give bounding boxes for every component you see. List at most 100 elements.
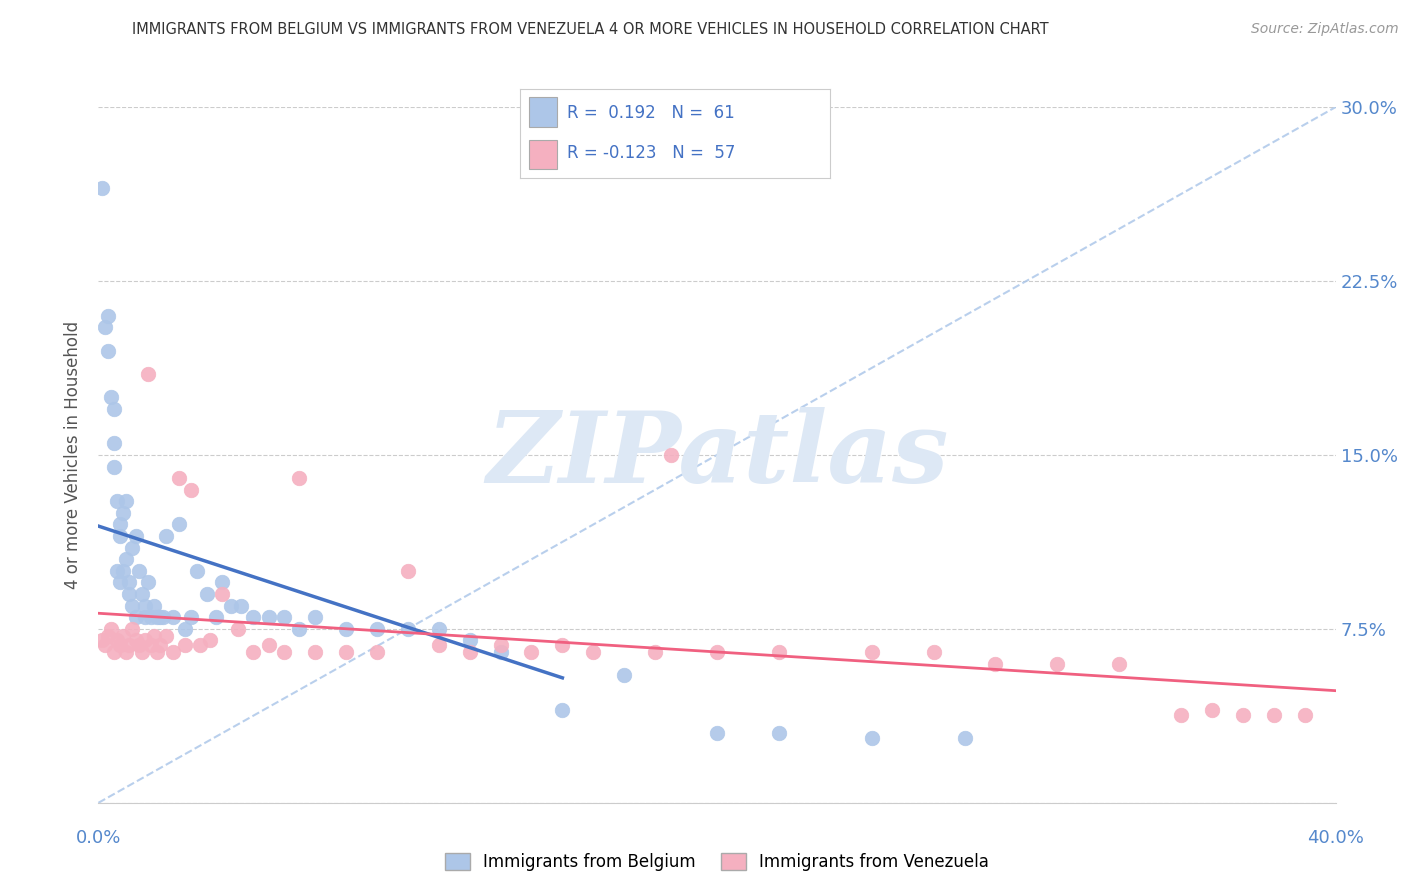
Legend: Immigrants from Belgium, Immigrants from Venezuela: Immigrants from Belgium, Immigrants from… [439, 847, 995, 878]
Point [134, 610, 156, 624]
Point [1170, 707, 1192, 722]
Point [288, 622, 311, 636]
Point [112, 629, 135, 643]
Point [860, 645, 883, 659]
Text: R = -0.123   N =  57: R = -0.123 N = 57 [567, 145, 735, 162]
Point [221, 599, 243, 613]
Point [103, 401, 125, 416]
Point [335, 645, 357, 659]
Point [1294, 707, 1316, 722]
FancyBboxPatch shape [530, 97, 557, 127]
Point [174, 638, 197, 652]
Point [97, 309, 120, 323]
Point [93, 320, 115, 334]
Point [953, 731, 976, 745]
Point [427, 622, 450, 636]
Point [226, 622, 249, 636]
Point [613, 668, 636, 682]
Point [115, 645, 138, 659]
Point [118, 638, 141, 652]
Point [198, 633, 221, 648]
Point [582, 645, 605, 659]
Y-axis label: 4 or more Vehicles in Household: 4 or more Vehicles in Household [65, 321, 83, 589]
Point [335, 622, 357, 636]
Text: ZIPatlas: ZIPatlas [486, 407, 948, 503]
Point [146, 610, 169, 624]
Point [108, 638, 131, 652]
Point [121, 541, 143, 555]
Point [108, 529, 131, 543]
Point [304, 610, 326, 624]
Point [121, 599, 143, 613]
Point [124, 529, 146, 543]
Point [273, 645, 295, 659]
Point [139, 610, 162, 624]
Point [155, 629, 177, 643]
Point [128, 564, 150, 578]
Point [103, 645, 125, 659]
Point [90, 181, 112, 195]
Point [124, 610, 146, 624]
Point [103, 459, 125, 474]
Point [131, 587, 153, 601]
Point [458, 645, 481, 659]
Point [1263, 707, 1285, 722]
Point [984, 657, 1007, 671]
Point [257, 638, 280, 652]
FancyBboxPatch shape [530, 140, 557, 169]
Point [112, 564, 135, 578]
Point [143, 629, 166, 643]
Point [149, 638, 172, 652]
Point [304, 645, 326, 659]
Point [180, 483, 202, 497]
Text: Source: ZipAtlas.com: Source: ZipAtlas.com [1251, 22, 1399, 37]
Point [195, 587, 218, 601]
Text: 40.0%: 40.0% [1308, 829, 1364, 847]
Point [520, 645, 543, 659]
Point [128, 638, 150, 652]
Point [162, 610, 184, 624]
Point [93, 638, 115, 652]
Point [118, 587, 141, 601]
Point [134, 633, 156, 648]
Point [112, 506, 135, 520]
Point [229, 599, 252, 613]
Point [257, 610, 280, 624]
Point [396, 564, 419, 578]
Point [551, 638, 574, 652]
Point [105, 633, 128, 648]
Point [100, 390, 122, 404]
Point [211, 575, 233, 590]
Point [108, 517, 131, 532]
Point [706, 645, 728, 659]
Point [108, 575, 131, 590]
Point [97, 343, 120, 358]
Point [118, 575, 141, 590]
Point [90, 633, 112, 648]
Point [136, 575, 159, 590]
Point [115, 552, 138, 566]
Point [152, 610, 174, 624]
Point [366, 645, 388, 659]
Point [167, 517, 190, 532]
Point [180, 610, 202, 624]
Point [167, 471, 190, 485]
Point [922, 645, 945, 659]
Point [706, 726, 728, 740]
Point [1108, 657, 1130, 671]
Point [174, 622, 197, 636]
Point [190, 638, 212, 652]
Point [1232, 707, 1254, 722]
Point [1201, 703, 1223, 717]
Point [124, 633, 146, 648]
Point [366, 622, 388, 636]
Point [97, 629, 120, 643]
Point [143, 599, 166, 613]
Point [155, 529, 177, 543]
Point [103, 436, 125, 450]
Point [105, 564, 128, 578]
Point [1046, 657, 1069, 671]
Point [115, 494, 138, 508]
Point [489, 638, 512, 652]
Point [131, 645, 153, 659]
